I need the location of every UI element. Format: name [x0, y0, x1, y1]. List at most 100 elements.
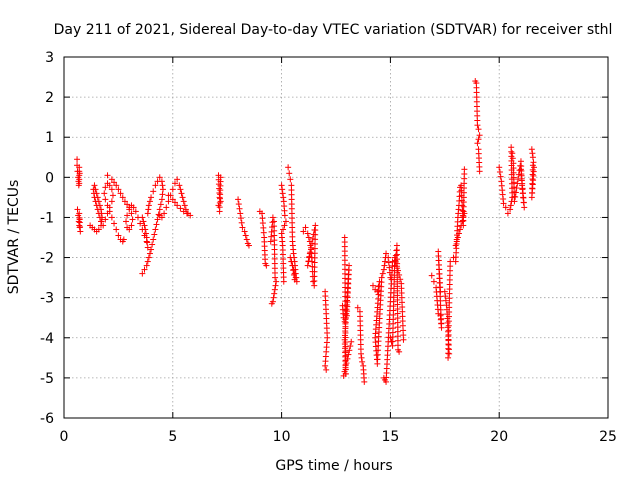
data-point-plus-marker — [159, 191, 166, 198]
data-point-plus-marker — [76, 164, 83, 171]
data-point-plus-marker — [124, 212, 131, 219]
data-point-plus-marker — [361, 378, 368, 385]
y-axis-tick-labels: 3 2 1 0 -1 -2 -3 -4 -5 -6 — [40, 50, 54, 427]
data-point-plus-marker — [119, 194, 126, 201]
data-point-plus-marker — [529, 162, 536, 169]
data-point-plus-marker — [104, 172, 111, 179]
data-point-plus-marker — [140, 218, 147, 225]
data-point-plus-marker — [130, 204, 137, 211]
data-point-plus-marker — [475, 126, 482, 133]
data-point-plus-marker — [457, 226, 464, 233]
data-point-plus-marker — [302, 224, 309, 231]
data-point-plus-marker — [245, 242, 252, 249]
data-point-plus-marker — [159, 182, 166, 189]
data-point-plus-marker — [146, 198, 153, 205]
data-point-plus-marker — [145, 206, 152, 213]
data-point-plus-marker — [496, 164, 503, 171]
data-point-plus-marker — [154, 216, 161, 223]
data-point-plus-marker — [169, 186, 176, 193]
data-point-plus-marker — [386, 264, 393, 271]
y-tick-label: 2 — [45, 90, 54, 106]
data-point-plus-marker — [235, 201, 242, 208]
data-point-plus-marker — [287, 176, 294, 183]
data-point-plus-marker — [144, 239, 151, 246]
data-point-plus-marker — [278, 182, 285, 189]
data-point-plus-marker — [341, 368, 348, 375]
data-point-plus-marker — [90, 190, 97, 197]
data-point-plus-marker — [509, 150, 516, 157]
data-point-plus-marker — [515, 171, 522, 178]
data-point-plus-marker — [113, 182, 120, 189]
data-point-plus-marker — [90, 186, 97, 193]
chart-title: Day 211 of 2021, Sidereal Day-to-day VTE… — [54, 22, 613, 38]
data-point-plus-marker — [497, 173, 504, 180]
data-point-plus-marker — [504, 210, 511, 217]
data-point-plus-marker — [380, 266, 387, 273]
data-point-plus-marker — [312, 222, 319, 229]
data-point-plus-marker — [145, 202, 152, 209]
data-point-plus-marker — [500, 200, 507, 207]
y-tick-label: -5 — [40, 371, 54, 387]
data-point-plus-marker — [340, 372, 347, 379]
data-point-plus-marker — [289, 262, 296, 269]
data-point-plus-marker — [273, 278, 280, 285]
data-point-plus-marker — [279, 186, 286, 193]
data-point-plus-marker — [139, 270, 146, 277]
data-point-plus-marker — [180, 198, 187, 205]
y-tick-label: 3 — [45, 50, 54, 66]
data-point-plus-marker — [181, 202, 188, 209]
data-point-plus-marker — [242, 232, 249, 239]
data-point-plus-marker — [177, 186, 184, 193]
data-point-plus-marker — [459, 202, 466, 209]
data-point-plus-marker — [369, 282, 376, 289]
data-point-plus-marker — [291, 276, 298, 283]
data-point-plus-marker — [391, 254, 398, 261]
data-point-plus-marker — [529, 150, 536, 157]
data-point-plus-marker — [308, 244, 315, 251]
data-point-plus-marker — [305, 234, 312, 241]
data-point-plus-marker — [291, 270, 298, 277]
data-point-plus-marker — [271, 286, 278, 293]
data-point-plus-marker — [123, 218, 130, 225]
data-point-plus-marker — [238, 219, 245, 226]
data-point-plus-marker — [243, 236, 250, 243]
data-point-plus-marker — [111, 220, 118, 227]
data-point-plus-marker — [151, 231, 158, 238]
data-point-plus-marker — [323, 366, 330, 373]
data-point-plus-marker — [178, 190, 185, 197]
data-point-plus-marker — [187, 212, 194, 219]
data-point-plus-marker — [108, 176, 115, 183]
data-point-plus-marker — [454, 234, 461, 241]
data-point-plus-marker — [144, 258, 151, 265]
data-point-plus-marker — [174, 202, 181, 209]
data-point-plus-marker — [447, 258, 454, 265]
data-point-plus-marker — [180, 208, 187, 215]
data-point-plus-marker — [101, 190, 108, 197]
data-point-plus-marker — [169, 196, 176, 203]
data-point-plus-marker — [104, 180, 111, 187]
data-point-plus-marker — [148, 246, 155, 253]
data-point-plus-marker — [282, 218, 289, 225]
y-tick-label: 0 — [45, 170, 54, 186]
data-point-plus-marker — [309, 235, 316, 242]
x-tick-label: 20 — [490, 429, 508, 445]
y-tick-label: -6 — [40, 411, 54, 427]
data-point-plus-marker — [509, 155, 516, 162]
data-point-plus-marker — [76, 170, 83, 177]
data-point-plus-marker — [149, 241, 156, 248]
data-point-plus-marker — [475, 136, 482, 143]
data-point-plus-marker — [132, 208, 139, 215]
data-point-plus-marker — [91, 194, 98, 201]
data-point-plus-marker — [279, 190, 286, 197]
data-point-plus-marker — [128, 210, 135, 217]
data-point-plus-marker — [305, 258, 312, 265]
data-point-plus-marker — [271, 290, 278, 297]
data-point-plus-marker — [430, 278, 437, 285]
data-point-plus-marker — [124, 201, 131, 208]
data-point-plus-marker — [306, 250, 313, 257]
data-point-plus-marker — [396, 348, 403, 355]
data-point-plus-marker — [269, 214, 276, 221]
data-point-plus-marker — [154, 178, 161, 185]
data-point-plus-marker — [96, 214, 103, 221]
